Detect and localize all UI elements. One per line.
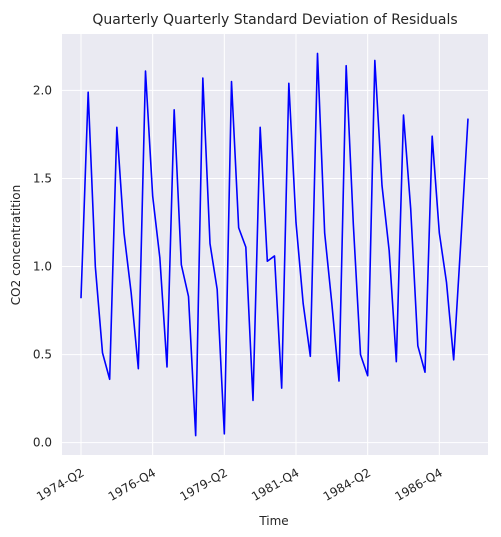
y-tick-label: 1.0 [33,260,52,274]
y-axis-label: CO2 concentratition [9,185,23,305]
series-line [80,52,469,437]
y-tick-label: 1.5 [33,171,52,185]
x-tick-label: 1984-Q2 [321,465,373,503]
x-axis: 1974-Q2 1976-Q4 1979-Q2 1981-Q4 1984-Q2 1986-… [34,465,445,503]
y-tick-label: 0.0 [33,436,52,450]
plot-background [62,34,488,455]
x-tick-label: 1976-Q4 [106,465,158,503]
x-tick-label: 1974-Q2 [34,465,86,503]
x-tick-label: 1986-Q4 [392,465,444,503]
y-tick-label: 0.5 [33,348,52,362]
y-axis: 0.0 0.5 1.0 1.5 2.0 [33,83,52,449]
y-tick-label: 2.0 [33,83,52,97]
x-tick-label: 1979-Q2 [177,465,229,503]
chart-title: Quarterly Quarterly Standard Deviation o… [92,12,457,28]
x-tick-label: 1981-Q4 [249,465,301,503]
x-axis-label: Time [258,514,288,528]
